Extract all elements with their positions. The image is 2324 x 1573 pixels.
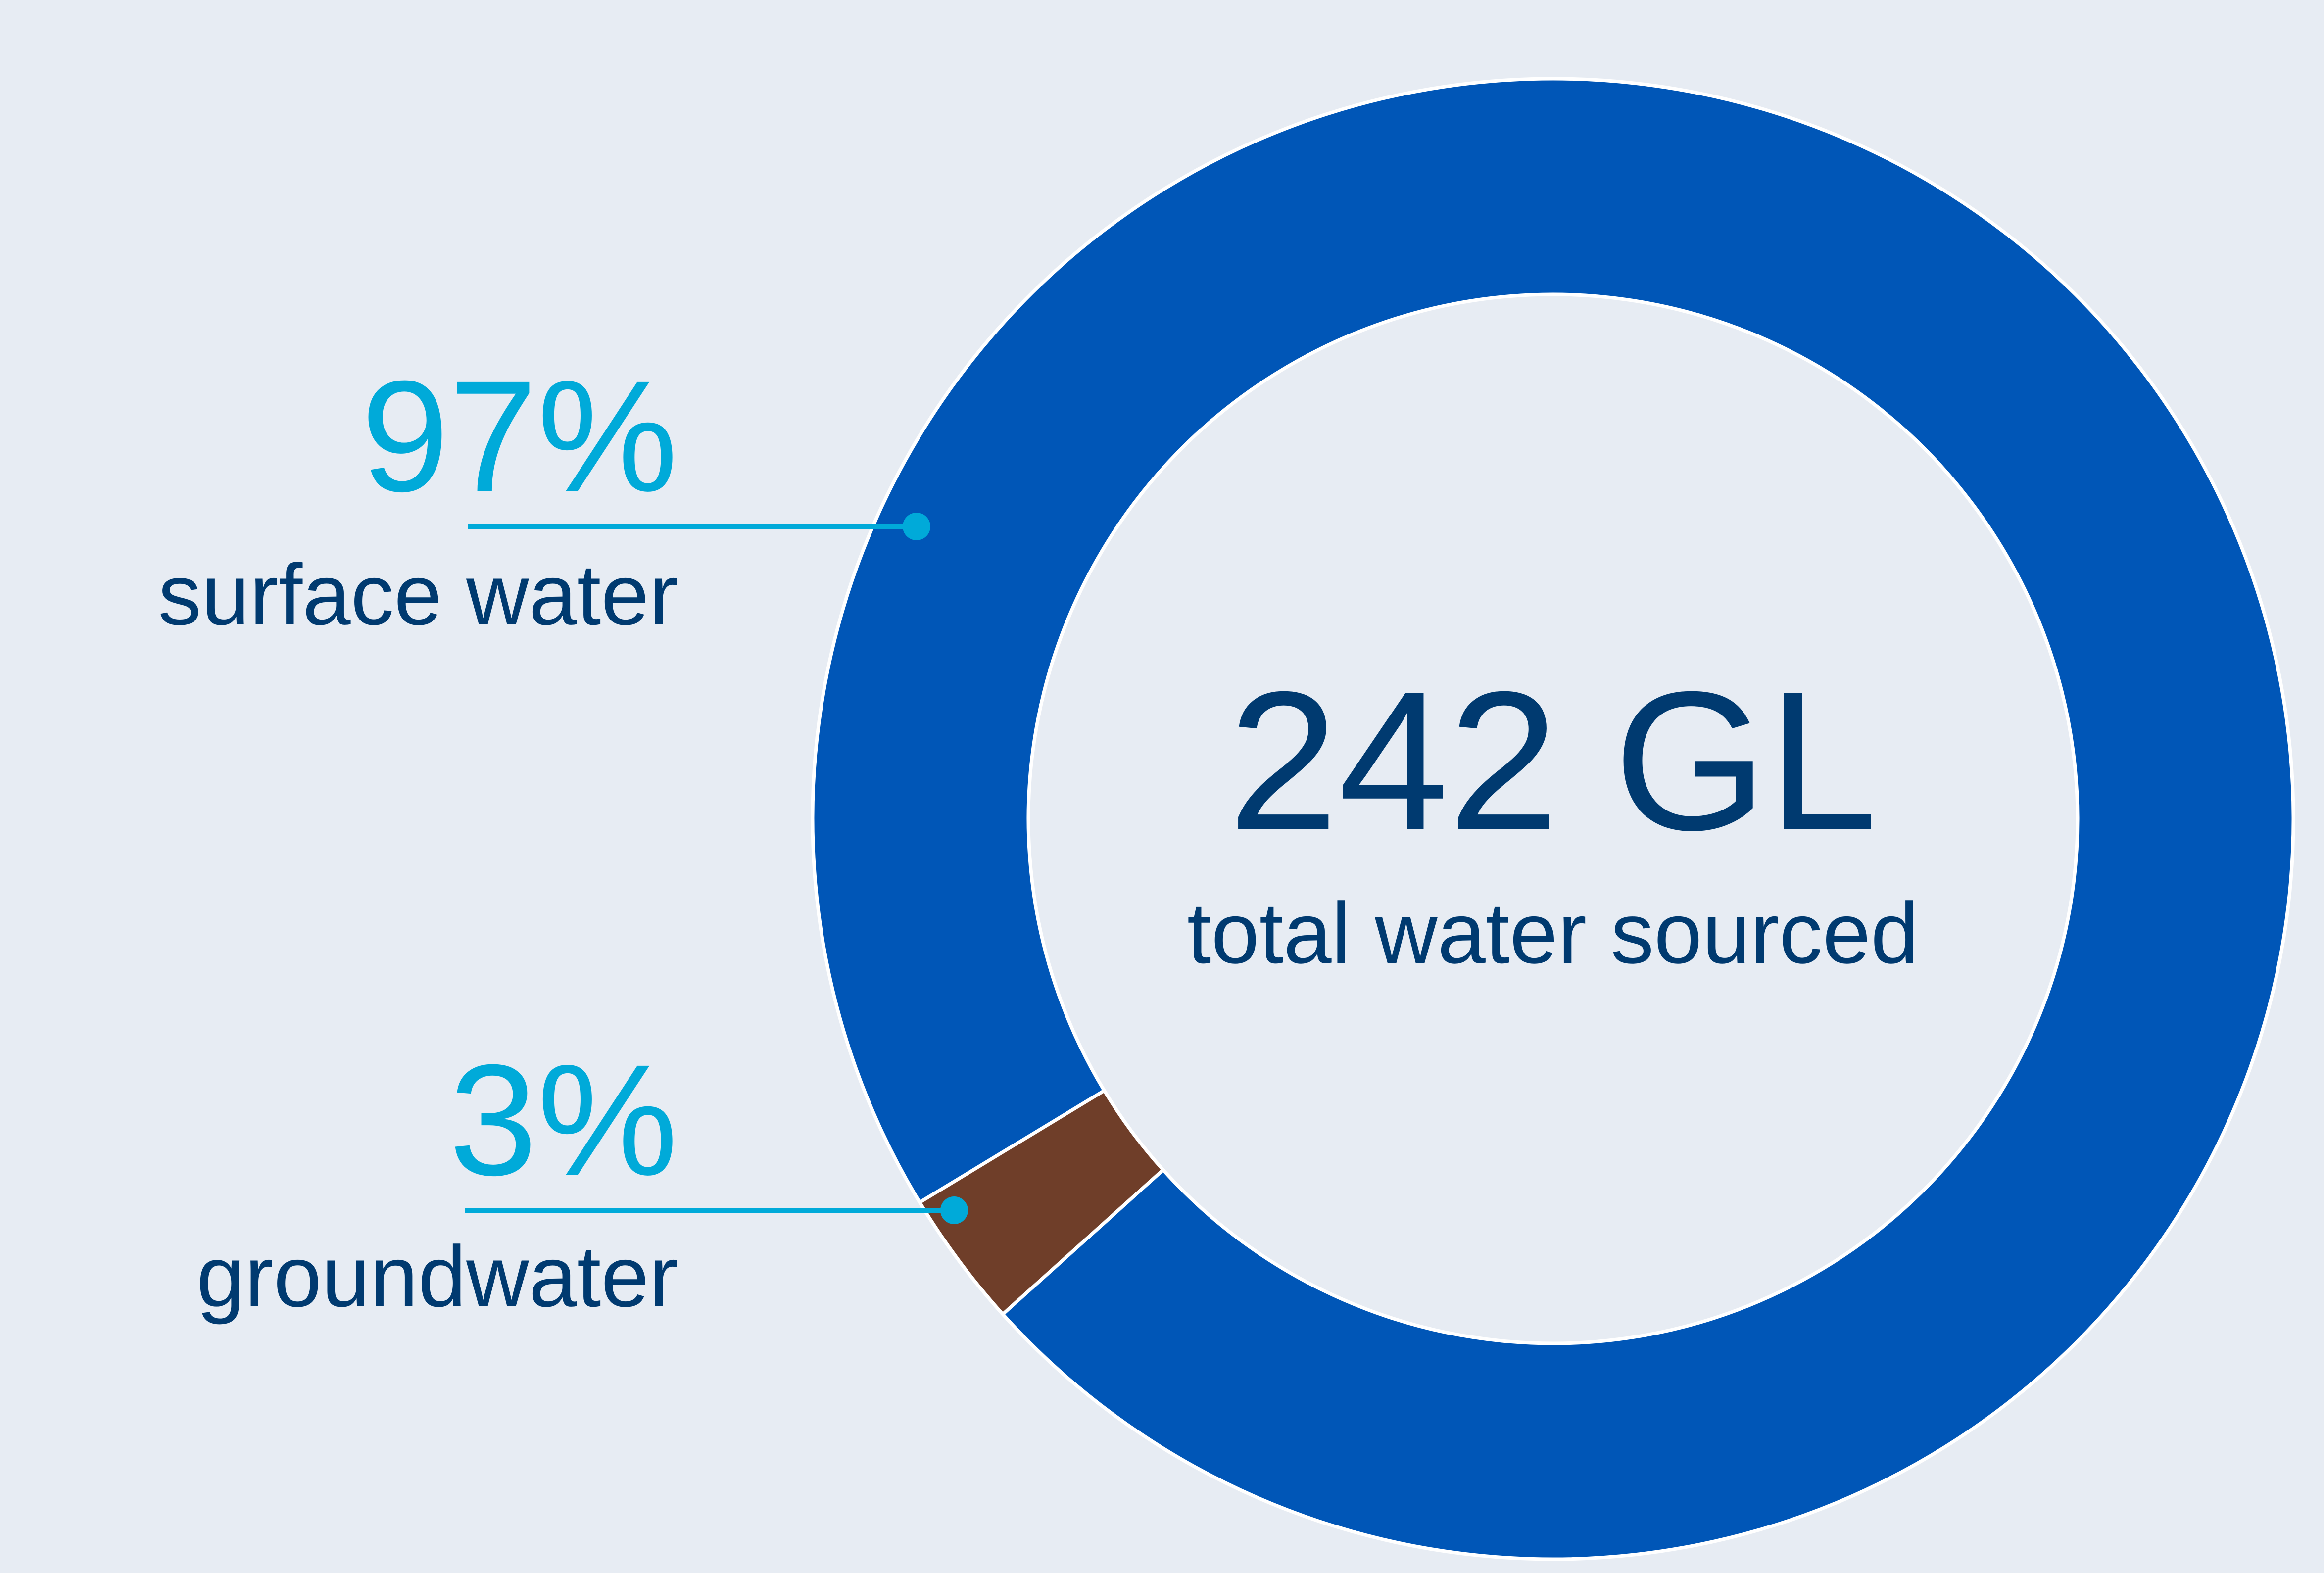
leader-lines xyxy=(465,513,968,1224)
total-value: 242 GL xyxy=(1228,650,1878,871)
total-label: total water sourced xyxy=(1187,885,1919,982)
groundwater-leader-dot xyxy=(940,1196,968,1224)
surface-water-label: surface water xyxy=(158,547,678,643)
donut-slices xyxy=(811,77,2295,1561)
groundwater-slice xyxy=(917,1088,1166,1317)
surface-water-leader-dot xyxy=(903,513,930,540)
groundwater-percent-label: 3% xyxy=(449,1031,678,1208)
surface-water-percent-label: 97% xyxy=(361,347,678,524)
groundwater-label: groundwater xyxy=(196,1229,678,1325)
